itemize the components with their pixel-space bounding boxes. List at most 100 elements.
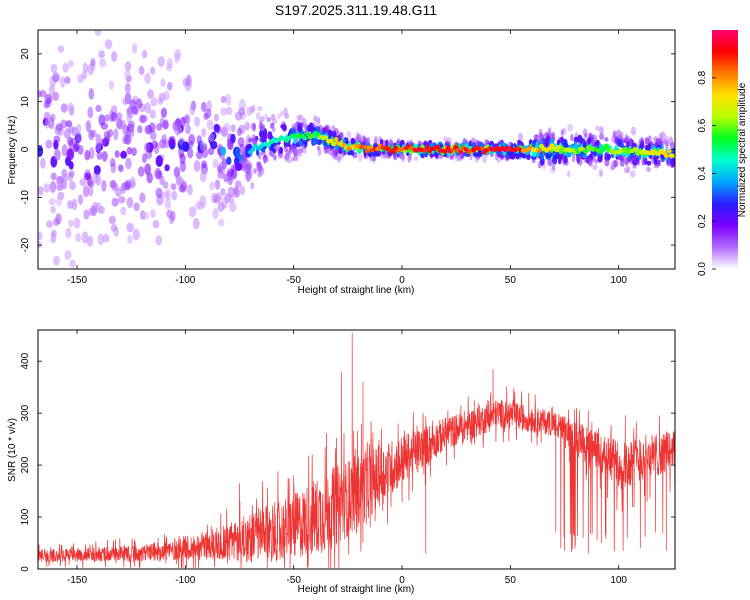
spectrogram-cell [571, 154, 576, 163]
spectrogram-cell [507, 141, 512, 147]
spectrogram-cell [53, 148, 59, 161]
spectrogram-cell [150, 66, 156, 75]
spectrogram-cell [584, 133, 588, 139]
spectrogram-cell [548, 127, 552, 137]
spectrogram-cell [646, 160, 652, 166]
spectrogram-ridge-cell [424, 145, 430, 150]
x-tick-label: -150 [67, 275, 87, 286]
spectrogram-cell [166, 209, 173, 219]
spectrogram-cell [346, 130, 352, 140]
spectrogram-cell [160, 78, 166, 88]
spectrogram-cell [147, 89, 154, 99]
spectrogram-cell [144, 102, 152, 114]
spectrogram-cell [150, 96, 158, 107]
spectrogram-cell [560, 129, 564, 137]
spectrogram-cell [115, 112, 123, 121]
spectrogram-ridge-cell [536, 148, 542, 153]
spectrogram-cell [212, 208, 219, 220]
spectrogram-cell [69, 259, 76, 268]
spectrogram-cell [66, 148, 75, 161]
spectrogram-ridge-cell [546, 146, 552, 151]
spectrogram-cell [209, 181, 215, 191]
spectrogram-cell [477, 149, 483, 158]
spectrogram-cell [95, 104, 102, 112]
spectrogram-cell [350, 150, 355, 156]
spectrogram-cell [577, 134, 583, 143]
spectrogram-cell [240, 156, 248, 169]
colorbar-tick-label: 0.4 [697, 166, 708, 180]
spectrogram-cell [55, 213, 62, 225]
spectrogram-cell [226, 138, 234, 150]
spectrogram-cell [156, 123, 163, 131]
spectrogram-cell [595, 139, 600, 145]
spectrogram-cell [539, 153, 544, 160]
spectrogram-cell [253, 168, 257, 174]
snr-x-label: Height of straight line (km) [298, 584, 415, 595]
spectrogram-cell [336, 154, 341, 162]
spectrogram-cell [339, 132, 344, 139]
spectrogram-cell [111, 197, 119, 207]
spectrogram-cell [57, 45, 65, 53]
spectrogram-cell [68, 125, 74, 134]
spectrogram-cell [619, 155, 625, 162]
spectrogram-cell [226, 168, 235, 177]
colorbar-tick-label: 0.8 [697, 70, 708, 84]
spectrogram-cell [272, 126, 276, 133]
spectrogram-cell [417, 140, 422, 146]
spectrogram-cell [81, 70, 88, 80]
spectrogram-cell [201, 128, 207, 138]
spectrogram-cell [124, 61, 132, 72]
spectrogram-cell [50, 205, 56, 214]
spectrogram-ridge-cell [266, 142, 271, 148]
spectrogram-cell [270, 142, 274, 152]
spectrogram-cell [331, 125, 336, 131]
spectrogram-cell [515, 153, 520, 160]
spectrogram-cell [210, 140, 218, 150]
spectrogram-ridge-cell [671, 153, 675, 159]
spectrogram-cell [273, 148, 277, 154]
spectrogram-cell [62, 173, 70, 182]
spectrogram-cell [118, 164, 124, 173]
spectrogram-cell [73, 217, 81, 229]
spectrogram-cell [199, 171, 207, 183]
spectrogram-cell [256, 111, 261, 121]
x-tick-label: -50 [286, 275, 301, 286]
spectrogram-cell [122, 135, 129, 145]
spectrogram-cell [82, 62, 89, 74]
spectrogram-cell [120, 150, 127, 159]
x-tick-label: 0 [399, 275, 405, 286]
spectrogram-cell [482, 154, 487, 164]
spectrogram-cell [64, 250, 72, 261]
spectrogram-cell [574, 141, 578, 150]
spectrogram-cell [645, 145, 650, 151]
x-tick-label: 0 [399, 575, 405, 586]
spectrogram-cell [567, 124, 573, 132]
spectrogram-cell [312, 137, 318, 145]
spectrogram-cell [645, 166, 651, 173]
spectrogram-cell [131, 105, 139, 114]
spectrogram-cell [552, 161, 556, 171]
spectrogram-cell [109, 158, 116, 168]
spectrogram-cell [118, 119, 126, 130]
spectrogram-cell [261, 147, 266, 153]
spectrogram-cell [213, 113, 219, 122]
y-tick-label: 300 [20, 404, 31, 421]
spectrogram-cell [83, 172, 91, 181]
spectrogram-ridge-cell [390, 149, 396, 154]
spectrogram-cell [115, 187, 122, 197]
spectrogram-cell [193, 217, 200, 230]
spectrogram-cell [256, 163, 262, 172]
spectrogram-cell [611, 160, 615, 170]
spectrogram-cell [250, 181, 255, 190]
spectrogram-cell [604, 137, 609, 142]
spectrogram-cell [448, 154, 454, 160]
spectrogram-cell [196, 150, 203, 160]
spectrogram-cell [50, 63, 58, 74]
spectrogram-cell [173, 167, 181, 177]
spectrogram-cell [577, 158, 583, 166]
spectrogram-cell [234, 111, 243, 121]
spectrogram-cell [518, 152, 524, 158]
spectrogram-cell [199, 195, 207, 208]
spectrogram-cell [564, 157, 568, 164]
spectrogram-cell [617, 138, 623, 148]
